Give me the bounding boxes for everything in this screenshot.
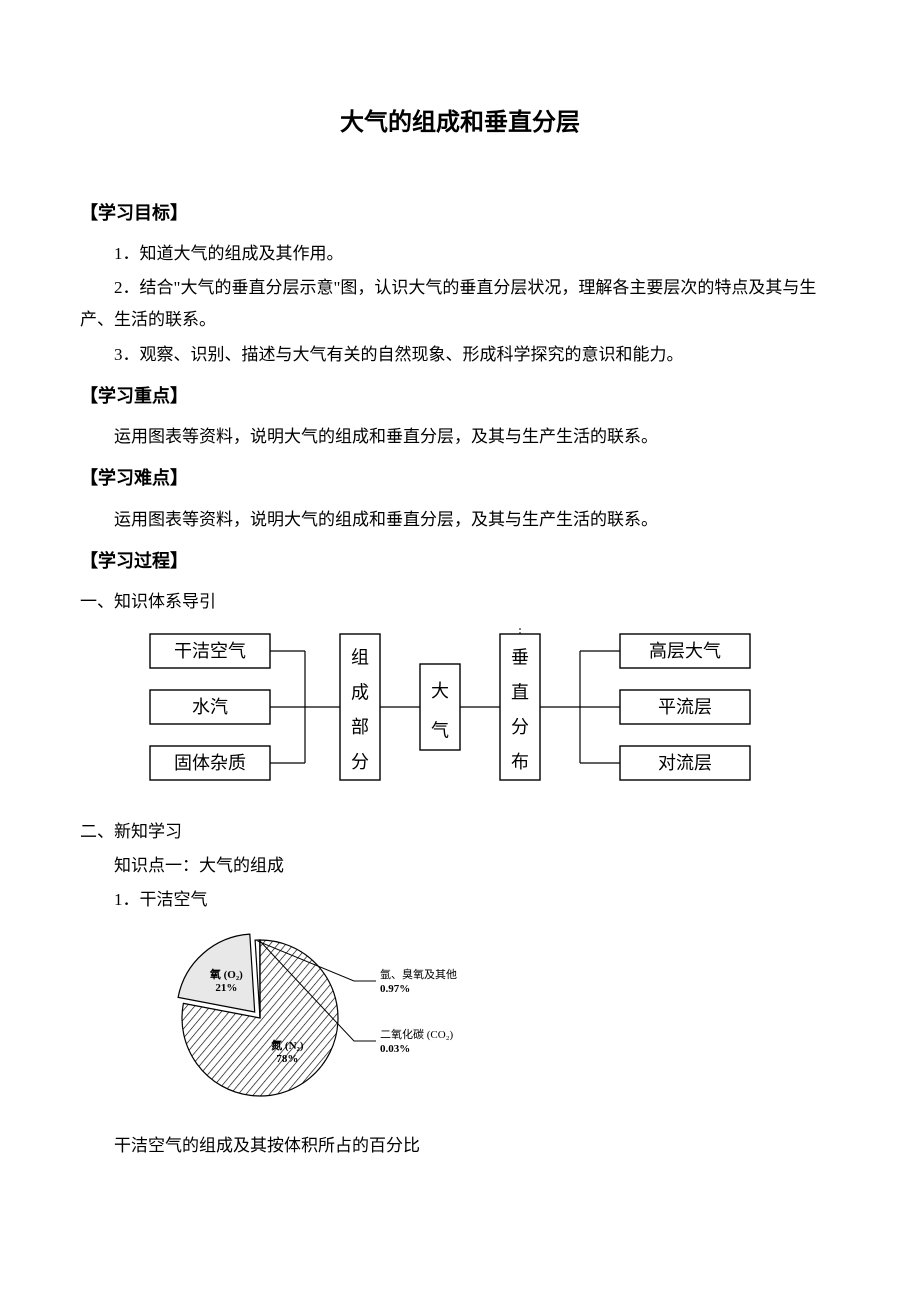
svg-text:平流层: 平流层 [658, 697, 712, 717]
svg-text:部: 部 [351, 717, 369, 737]
svg-text:氩、臭氧及其他: 氩、臭氧及其他 [380, 967, 457, 981]
svg-text:对流层: 对流层 [658, 753, 712, 773]
svg-text:固体杂质: 固体杂质 [174, 753, 246, 773]
svg-text:0.03%: 0.03% [380, 1043, 410, 1055]
goal-3: 3．观察、识别、描述与大气有关的自然现象、形成科学探究的意识和能力。 [80, 339, 840, 371]
svg-text:二氧化碳 (CO₂): 二氧化碳 (CO₂) [380, 1027, 454, 1041]
svg-text:组: 组 [351, 648, 369, 668]
keypoint-body: 运用图表等资料，说明大气的组成和垂直分层，及其与生产生活的联系。 [80, 421, 840, 453]
kp1-1: 1．干洁空气 [80, 884, 840, 916]
svg-text:78%: 78% [276, 1053, 298, 1065]
svg-text:0.97%: 0.97% [380, 983, 410, 995]
kp1-head: 知识点一：大气的组成 [80, 850, 840, 882]
svg-text:气: 气 [431, 721, 449, 741]
svg-text:水汽: 水汽 [192, 697, 228, 717]
difficulty-body: 运用图表等资料，说明大气的组成和垂直分层，及其与生产生活的联系。 [80, 504, 840, 536]
svg-text:成: 成 [351, 683, 369, 703]
goal-1: 1．知道大气的组成及其作用。 [80, 238, 840, 270]
pie-chart: 氮 (N₂)78% 氧 (O₂)21% 氩、臭氧及其他 0.97% 二氧化碳 (CO₂)… [170, 923, 490, 1124]
page-title: 大气的组成和垂直分层 [80, 100, 840, 146]
svg-text:直: 直 [511, 683, 529, 703]
pie-caption: 干洁空气的组成及其按体积所占的百分比 [80, 1130, 840, 1162]
svg-text:氧 (O₂): 氧 (O₂) [209, 966, 243, 980]
part2-head: 二、新知学习 [80, 816, 840, 848]
svg-text:干洁空气: 干洁空气 [174, 641, 246, 661]
svg-text:分: 分 [351, 752, 369, 772]
svg-text:高层大气: 高层大气 [649, 641, 721, 661]
svg-text:布: 布 [511, 752, 529, 772]
flowchart-diagram: 干洁空气水汽固体杂质组成部分大气垂直分布高层大气平流层对流层 [140, 624, 780, 805]
difficulty-head: 【学习难点】 [80, 461, 840, 495]
svg-text:大: 大 [431, 682, 449, 702]
svg-text:21%: 21% [215, 981, 237, 993]
part1-head: 一、知识体系导引 [80, 586, 840, 618]
svg-text:分: 分 [511, 717, 529, 737]
process-head: 【学习过程】 [80, 544, 840, 578]
goals-head: 【学习目标】 [80, 196, 840, 230]
svg-text:垂: 垂 [511, 648, 529, 668]
svg-text:氮 (N₂): 氮 (N₂) [271, 1038, 304, 1052]
keypoint-head: 【学习重点】 [80, 379, 840, 413]
goal-2: 2．结合"大气的垂直分层示意"图，认识大气的垂直分层状况，理解各主要层次的特点及… [80, 272, 840, 337]
